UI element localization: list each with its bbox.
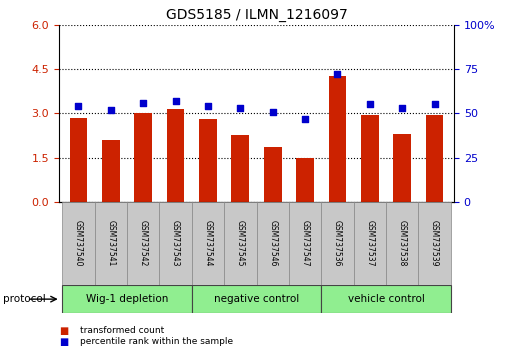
Text: GSM737542: GSM737542	[139, 220, 148, 267]
Point	[236, 105, 244, 111]
Point	[398, 105, 406, 111]
Bar	[419, 202, 451, 285]
Bar	[224, 202, 256, 285]
Bar	[321, 202, 353, 285]
Bar	[70, 118, 87, 202]
Text: GSM737547: GSM737547	[301, 220, 309, 267]
Bar	[386, 202, 419, 285]
Bar	[94, 202, 127, 285]
Text: GSM737544: GSM737544	[204, 220, 212, 267]
Bar	[296, 158, 314, 202]
Point	[333, 72, 342, 77]
Point	[204, 103, 212, 109]
Point	[269, 109, 277, 114]
Bar	[134, 113, 152, 202]
Bar	[289, 202, 321, 285]
Bar	[127, 202, 160, 285]
Bar	[264, 147, 282, 202]
Text: ■: ■	[59, 337, 68, 347]
Text: GSM737539: GSM737539	[430, 220, 439, 267]
Bar	[167, 109, 185, 202]
Text: GSM737543: GSM737543	[171, 220, 180, 267]
Bar	[426, 115, 443, 202]
Text: percentile rank within the sample: percentile rank within the sample	[80, 337, 232, 346]
Point	[366, 102, 374, 107]
Bar	[62, 285, 192, 313]
Point	[301, 116, 309, 121]
Bar	[160, 202, 192, 285]
Bar	[192, 285, 321, 313]
Point	[171, 98, 180, 104]
Text: transformed count: transformed count	[80, 326, 164, 336]
Bar	[328, 76, 346, 202]
Bar	[62, 202, 94, 285]
Text: GSM737538: GSM737538	[398, 220, 407, 267]
Point	[139, 100, 147, 105]
Title: GDS5185 / ILMN_1216097: GDS5185 / ILMN_1216097	[166, 8, 347, 22]
Text: negative control: negative control	[214, 294, 299, 304]
Text: GSM737537: GSM737537	[365, 220, 374, 267]
Bar	[321, 285, 451, 313]
Point	[107, 107, 115, 113]
Text: ■: ■	[59, 326, 68, 336]
Bar	[231, 136, 249, 202]
Bar	[393, 134, 411, 202]
Bar	[256, 202, 289, 285]
Bar	[353, 202, 386, 285]
Text: GSM737546: GSM737546	[268, 220, 277, 267]
Bar	[199, 119, 217, 202]
Text: GSM737541: GSM737541	[106, 220, 115, 267]
Text: GSM737536: GSM737536	[333, 220, 342, 267]
Text: GSM737540: GSM737540	[74, 220, 83, 267]
Bar	[102, 140, 120, 202]
Bar	[361, 115, 379, 202]
Point	[74, 103, 83, 109]
Bar	[192, 202, 224, 285]
Text: Wig-1 depletion: Wig-1 depletion	[86, 294, 168, 304]
Text: protocol: protocol	[3, 294, 45, 304]
Point	[430, 102, 439, 107]
Text: GSM737545: GSM737545	[236, 220, 245, 267]
Text: vehicle control: vehicle control	[348, 294, 424, 304]
